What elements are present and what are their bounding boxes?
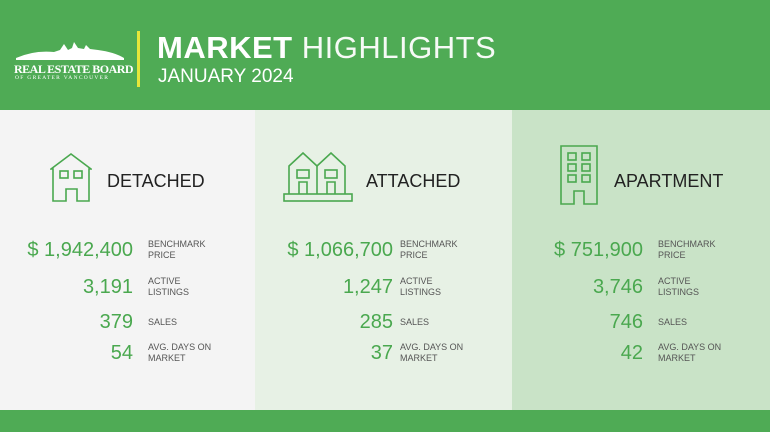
avg-days-on-market-label: AVG. DAYS ON MARKET bbox=[400, 342, 490, 363]
label-line-1: AVG. DAYS ON bbox=[148, 342, 212, 352]
detached-panel bbox=[0, 110, 255, 410]
label-line-1: SALES bbox=[148, 317, 178, 327]
label-line-1: BENCHMARK bbox=[658, 239, 716, 249]
label-line-2: PRICE bbox=[658, 249, 686, 260]
label-line-1: BENCHMARK bbox=[148, 239, 206, 249]
sales-label: SALES bbox=[148, 317, 238, 328]
sales-label: SALES bbox=[400, 317, 490, 328]
label-line-2: LISTINGS bbox=[400, 286, 442, 297]
category-title-apartment: APARTMENT bbox=[614, 171, 724, 191]
benchmark-price-value: $ 1,066,700 bbox=[287, 239, 393, 261]
active-listings-label: ACTIVE LISTINGS bbox=[148, 276, 238, 297]
active-listings-label: ACTIVE LISTINGS bbox=[658, 276, 748, 297]
sales-value: 746 bbox=[609, 311, 643, 333]
skyline-icon bbox=[16, 42, 124, 60]
logo-wordmark: REAL ESTATE BOARD bbox=[14, 62, 134, 76]
active-listings-value: 3,191 bbox=[82, 276, 133, 298]
benchmark-price-label: BENCHMARK PRICE bbox=[658, 239, 748, 260]
label-line-1: BENCHMARK bbox=[400, 239, 458, 249]
label-line-2: MARKET bbox=[148, 352, 186, 363]
logo-tagline: OF GREATER VANCOUVER bbox=[15, 75, 110, 81]
attached-panel bbox=[255, 110, 512, 410]
active-listings-value: 1,247 bbox=[342, 276, 393, 298]
page-subtitle: JANUARY 2024 bbox=[158, 66, 294, 87]
label-line-2: PRICE bbox=[148, 249, 176, 260]
benchmark-price-label: BENCHMARK PRICE bbox=[400, 239, 490, 260]
label-line-1: ACTIVE bbox=[148, 276, 181, 286]
active-listings-label: ACTIVE LISTINGS bbox=[400, 276, 490, 297]
apartment-building-icon bbox=[560, 145, 598, 205]
header-banner: REAL ESTATE BOARD OF GREATER VANCOUVER M… bbox=[0, 0, 770, 110]
sales-value: 379 bbox=[99, 311, 133, 333]
avg-days-on-market-label: AVG. DAYS ON MARKET bbox=[658, 342, 748, 363]
category-title-attached: ATTACHED bbox=[366, 171, 461, 191]
benchmark-price-value: $ 751,900 bbox=[554, 239, 643, 261]
title-light: HIGHLIGHTS bbox=[301, 30, 497, 65]
house-icon bbox=[50, 153, 92, 202]
avg-days-on-market-value: 42 bbox=[620, 342, 643, 364]
category-title-detached: DETACHED bbox=[107, 171, 205, 191]
sales-value: 285 bbox=[359, 311, 393, 333]
real-estate-board-logo: REAL ESTATE BOARD OF GREATER VANCOUVER bbox=[14, 40, 134, 81]
townhouse-icon bbox=[283, 152, 353, 202]
active-listings-value: 3,746 bbox=[592, 276, 643, 298]
label-line-1: AVG. DAYS ON bbox=[400, 342, 464, 352]
label-line-2: MARKET bbox=[400, 352, 438, 363]
label-line-1: AVG. DAYS ON bbox=[658, 342, 722, 352]
benchmark-price-label: BENCHMARK PRICE bbox=[148, 239, 238, 260]
sales-label: SALES bbox=[658, 317, 748, 328]
label-line-1: SALES bbox=[400, 317, 430, 327]
label-line-2: MARKET bbox=[658, 352, 696, 363]
label-line-2: PRICE bbox=[400, 249, 428, 260]
label-line-2: LISTINGS bbox=[658, 286, 700, 297]
page-title: MARKET HIGHLIGHTS bbox=[157, 30, 496, 66]
label-line-1: ACTIVE bbox=[400, 276, 433, 286]
avg-days-on-market-label: AVG. DAYS ON MARKET bbox=[148, 342, 238, 363]
avg-days-on-market-value: 54 bbox=[110, 342, 133, 364]
divider bbox=[137, 31, 140, 87]
title-bold: MARKET bbox=[157, 30, 293, 65]
avg-days-on-market-value: 37 bbox=[370, 342, 393, 364]
apartment-panel bbox=[512, 110, 770, 410]
label-line-1: SALES bbox=[658, 317, 688, 327]
benchmark-price-value: $ 1,942,400 bbox=[27, 239, 133, 261]
label-line-1: ACTIVE bbox=[658, 276, 691, 286]
label-line-2: LISTINGS bbox=[148, 286, 190, 297]
footer-bar bbox=[0, 410, 770, 432]
